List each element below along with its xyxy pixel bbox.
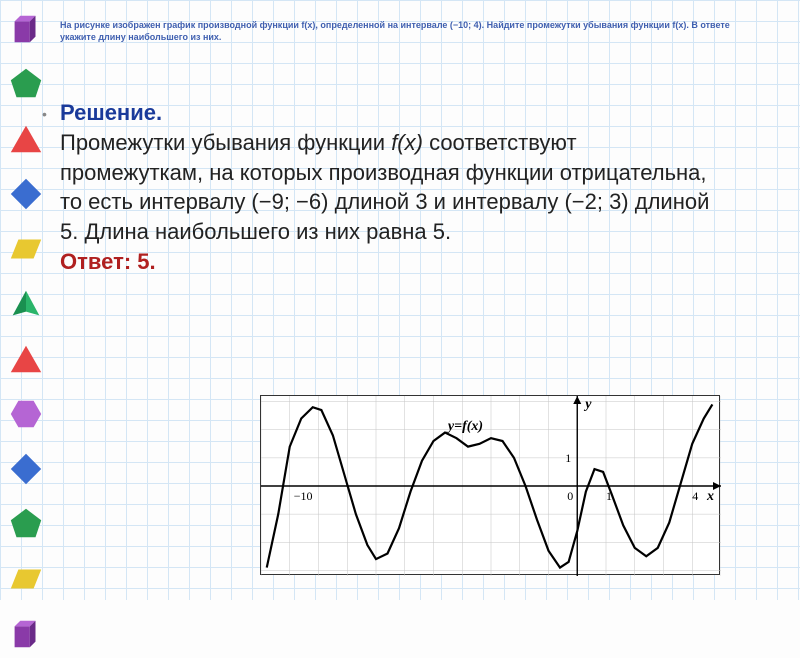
svg-text:y=f(x): y=f(x)	[446, 419, 483, 434]
diamond-icon	[7, 175, 45, 218]
solution-text: Решение. Промежутки убывания функции f(x…	[60, 98, 710, 276]
solution-block: • Решение. Промежутки убывания функции f…	[60, 98, 780, 276]
hexagon-icon	[7, 395, 45, 438]
bullet-icon: •	[42, 106, 47, 122]
svg-text:y: y	[583, 397, 592, 412]
svg-text:1: 1	[606, 489, 612, 503]
solution-fx: f(x)	[391, 130, 423, 155]
svg-text:x: x	[706, 489, 714, 504]
svg-text:0: 0	[567, 489, 573, 503]
pyramid-icon	[7, 285, 45, 328]
parallelogram-icon	[7, 230, 45, 273]
shapes-sidebar	[0, 0, 52, 600]
answer-label: Ответ: 5.	[60, 249, 156, 274]
diamond-icon	[7, 450, 45, 493]
pentagon-icon	[7, 65, 45, 108]
svg-text:−10: −10	[294, 489, 313, 503]
parallelogram-icon	[7, 560, 45, 603]
derivative-chart: −10 0 1 4 1 y x y=f(x)	[260, 395, 720, 575]
triangle-icon	[7, 340, 45, 383]
cube-icon	[7, 615, 45, 658]
pentagon-icon	[7, 505, 45, 548]
svg-text:4: 4	[692, 489, 698, 503]
cube-icon	[7, 10, 45, 53]
content-area: На рисунке изображен график производной …	[60, 20, 780, 277]
solution-label: Решение.	[60, 100, 162, 125]
svg-text:1: 1	[565, 451, 571, 465]
triangle-icon	[7, 120, 45, 163]
solution-part-0: Промежутки убывания функции	[60, 130, 391, 155]
problem-text: На рисунке изображен график производной …	[60, 20, 760, 43]
